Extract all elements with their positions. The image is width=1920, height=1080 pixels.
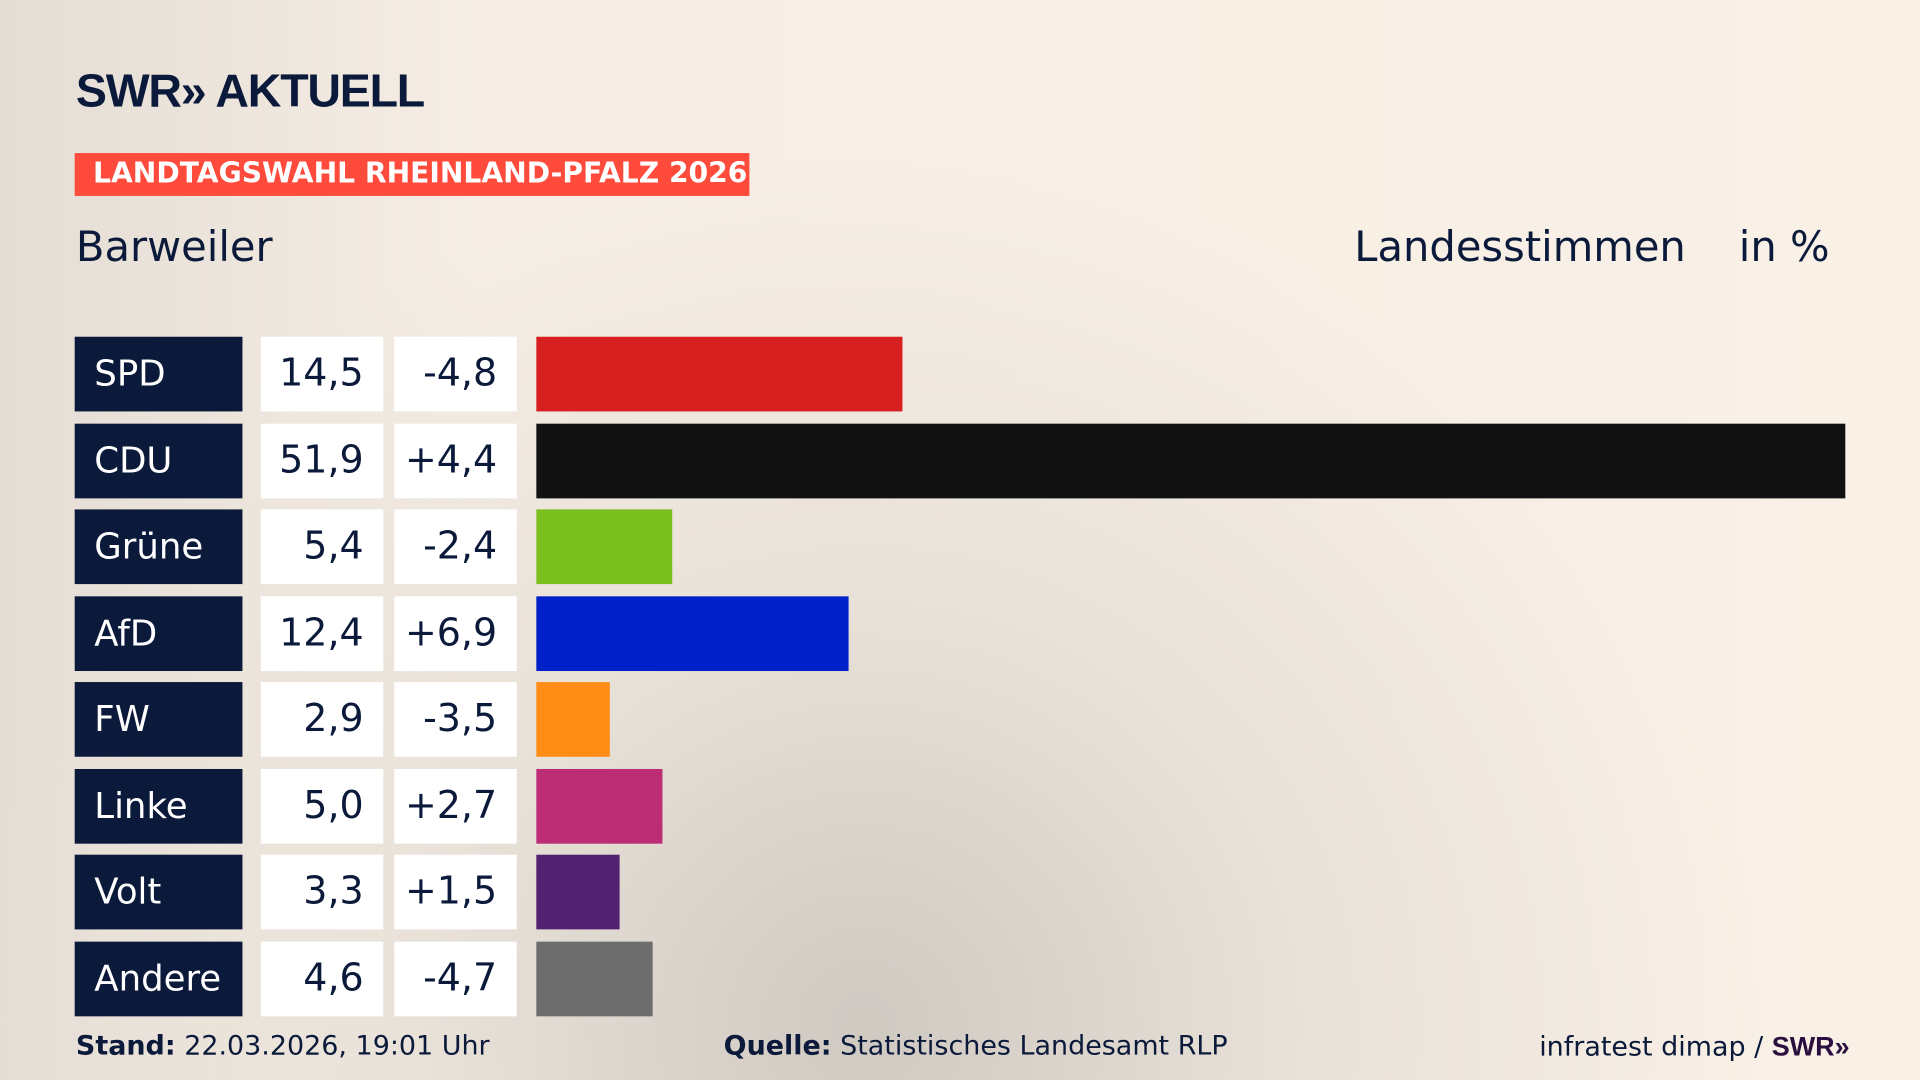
bar xyxy=(536,768,663,844)
swr-logo: SWR» xyxy=(1771,1031,1850,1062)
party-label: Andere xyxy=(74,941,243,1016)
swr-aktuell-logo: SWR» AKTUELL xyxy=(75,66,425,118)
stand-value: 22.03.2026, 19:01 Uhr xyxy=(184,1031,490,1062)
party-label: Linke xyxy=(74,768,243,844)
bar xyxy=(536,682,610,757)
party-label: CDU xyxy=(74,423,243,498)
bar xyxy=(536,854,620,930)
diff-label: +1,5 xyxy=(394,854,517,930)
value-label: 5,0 xyxy=(260,768,384,844)
value-label: 5,4 xyxy=(260,509,384,585)
value-label: 14,5 xyxy=(260,336,384,412)
stand-label: Stand: xyxy=(75,1031,176,1062)
bar xyxy=(536,595,850,671)
source: Quelle: Statistisches Landesamt RLP xyxy=(724,1031,1228,1062)
value-label: 2,9 xyxy=(260,682,384,757)
diff-label: -4,7 xyxy=(394,941,517,1016)
credit: infratest dimap / SWR» xyxy=(1539,1031,1849,1063)
timestamp: Stand: 22.03.2026, 19:01 Uhr xyxy=(76,1031,490,1062)
diff-label: +4,4 xyxy=(394,423,517,498)
party-label: SPD xyxy=(74,336,243,412)
location-title: Barweiler xyxy=(75,222,273,272)
diff-label: +6,9 xyxy=(394,595,517,671)
bar xyxy=(536,423,1846,498)
bar xyxy=(536,941,653,1016)
credit-text: infratest dimap / xyxy=(1539,1032,1772,1063)
diff-label: -3,5 xyxy=(394,682,517,757)
party-label: Grüne xyxy=(74,509,243,585)
diff-label: +2,7 xyxy=(394,768,517,844)
party-label: AfD xyxy=(74,595,243,671)
value-label: 12,4 xyxy=(260,595,384,671)
party-label: Volt xyxy=(74,854,243,930)
diff-label: -2,4 xyxy=(394,509,517,585)
value-label: 51,9 xyxy=(260,423,384,498)
diff-label: -4,8 xyxy=(394,336,517,412)
source-value: Statistisches Landesamt RLP xyxy=(840,1031,1228,1062)
unit-label: in % xyxy=(1738,222,1830,272)
source-label: Quelle: xyxy=(723,1031,832,1062)
party-label: FW xyxy=(74,682,243,757)
bar xyxy=(536,509,673,585)
election-tag: LANDTAGSWAHL RHEINLAND-PFALZ 2026 xyxy=(74,153,750,196)
value-label: 4,6 xyxy=(260,941,384,1016)
value-label: 3,3 xyxy=(260,854,384,930)
bar xyxy=(536,336,903,412)
vote-type-label: Landesstimmen xyxy=(1354,222,1686,272)
